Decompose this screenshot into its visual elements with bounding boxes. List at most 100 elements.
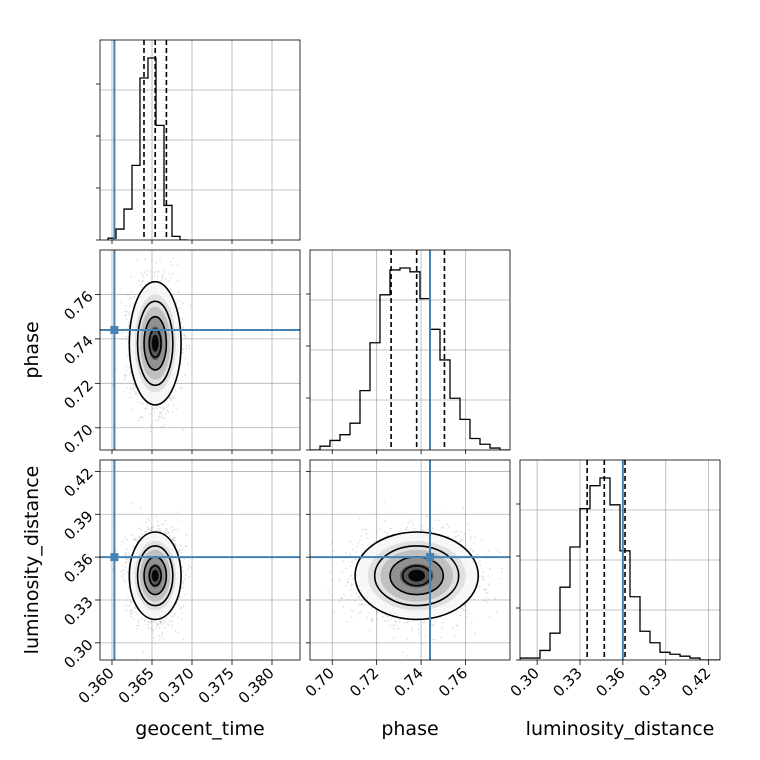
sample-point — [181, 611, 184, 614]
sample-point — [125, 558, 128, 560]
sample-point — [180, 607, 182, 610]
sample-point — [145, 530, 147, 533]
sample-point — [157, 623, 160, 626]
sample-point — [125, 365, 127, 368]
sample-point — [181, 386, 183, 389]
sample-point — [125, 551, 127, 554]
sample-point — [177, 519, 180, 521]
sample-point — [180, 300, 182, 303]
sample-point — [132, 386, 135, 388]
sample-point — [157, 529, 160, 532]
sample-point — [125, 604, 128, 607]
sample-point — [125, 314, 128, 316]
sample-point — [135, 612, 138, 615]
sample-point — [153, 274, 156, 277]
sample-point — [127, 321, 130, 324]
sample-point — [148, 270, 151, 273]
sample-point — [188, 344, 190, 347]
sample-point — [130, 290, 133, 293]
sample-point — [140, 282, 143, 284]
gridlines — [310, 250, 510, 450]
sample-point — [125, 561, 127, 564]
sample-point — [177, 616, 180, 619]
sample-point — [123, 578, 125, 581]
sample-point — [126, 596, 129, 598]
sample-point — [144, 407, 147, 410]
panel-frame — [99, 39, 301, 241]
sample-point — [130, 601, 133, 603]
gridlines — [520, 460, 720, 660]
sample-point — [163, 523, 165, 526]
sample-point — [180, 321, 183, 324]
sample-point — [185, 335, 187, 338]
sample-point — [121, 332, 124, 335]
sample-point — [163, 627, 166, 629]
sample-point — [120, 301, 123, 304]
histogram-luminosity_distance — [520, 460, 720, 660]
sample-point — [160, 426, 163, 429]
sample-point — [148, 519, 151, 522]
sample-point — [174, 544, 177, 546]
sample-point — [181, 351, 184, 354]
sample-point — [162, 619, 165, 622]
sample-point — [136, 627, 138, 630]
sample-point — [177, 299, 180, 302]
sample-point — [167, 531, 170, 534]
sample-point — [132, 545, 135, 547]
sample-point — [184, 574, 187, 577]
sample-point — [169, 395, 172, 398]
sample-point — [130, 297, 133, 300]
sample-point — [133, 296, 136, 298]
sample-point — [156, 270, 159, 273]
sample-point — [164, 519, 167, 522]
sample-point — [166, 409, 169, 411]
sample-point — [157, 270, 160, 273]
sample-point — [177, 551, 180, 553]
sample-point — [156, 520, 159, 522]
sample-point — [161, 277, 164, 280]
sample-point — [124, 310, 126, 313]
sample-point — [167, 280, 170, 283]
sample-point — [159, 415, 161, 417]
sample-point — [153, 636, 156, 639]
sample-point — [142, 651, 145, 654]
sample-point — [171, 615, 174, 618]
sample-point — [137, 620, 140, 623]
sample-point — [162, 407, 165, 409]
sample-point — [132, 547, 135, 549]
sample-point — [147, 517, 149, 520]
sample-point — [157, 417, 160, 420]
sample-point — [167, 404, 170, 407]
sample-point — [128, 605, 130, 608]
sample-point — [125, 557, 128, 560]
sample-point — [170, 277, 173, 279]
sample-point — [173, 536, 175, 539]
sample-point — [123, 379, 125, 381]
sample-point — [168, 273, 171, 275]
sample-point — [132, 303, 135, 305]
sample-point — [130, 409, 133, 411]
sample-point — [138, 535, 141, 538]
sample-point — [150, 529, 152, 532]
sample-point — [137, 401, 140, 403]
sample-point — [172, 538, 175, 541]
gridlines — [100, 460, 300, 660]
sample-point — [150, 621, 153, 624]
sample-point — [182, 349, 185, 351]
sample-point — [150, 627, 153, 630]
sample-point — [175, 301, 178, 304]
sample-point — [178, 306, 181, 309]
sample-point — [157, 527, 160, 530]
sample-point — [160, 634, 163, 637]
sample-point — [124, 376, 127, 378]
sample-point — [125, 609, 128, 612]
sample-point — [126, 538, 128, 541]
sample-point — [143, 531, 146, 534]
sample-point — [140, 506, 143, 509]
sample-point — [185, 545, 187, 548]
sample-point — [129, 373, 132, 376]
sample-point — [141, 280, 144, 283]
sample-point — [135, 392, 138, 395]
sample-point — [161, 636, 164, 639]
